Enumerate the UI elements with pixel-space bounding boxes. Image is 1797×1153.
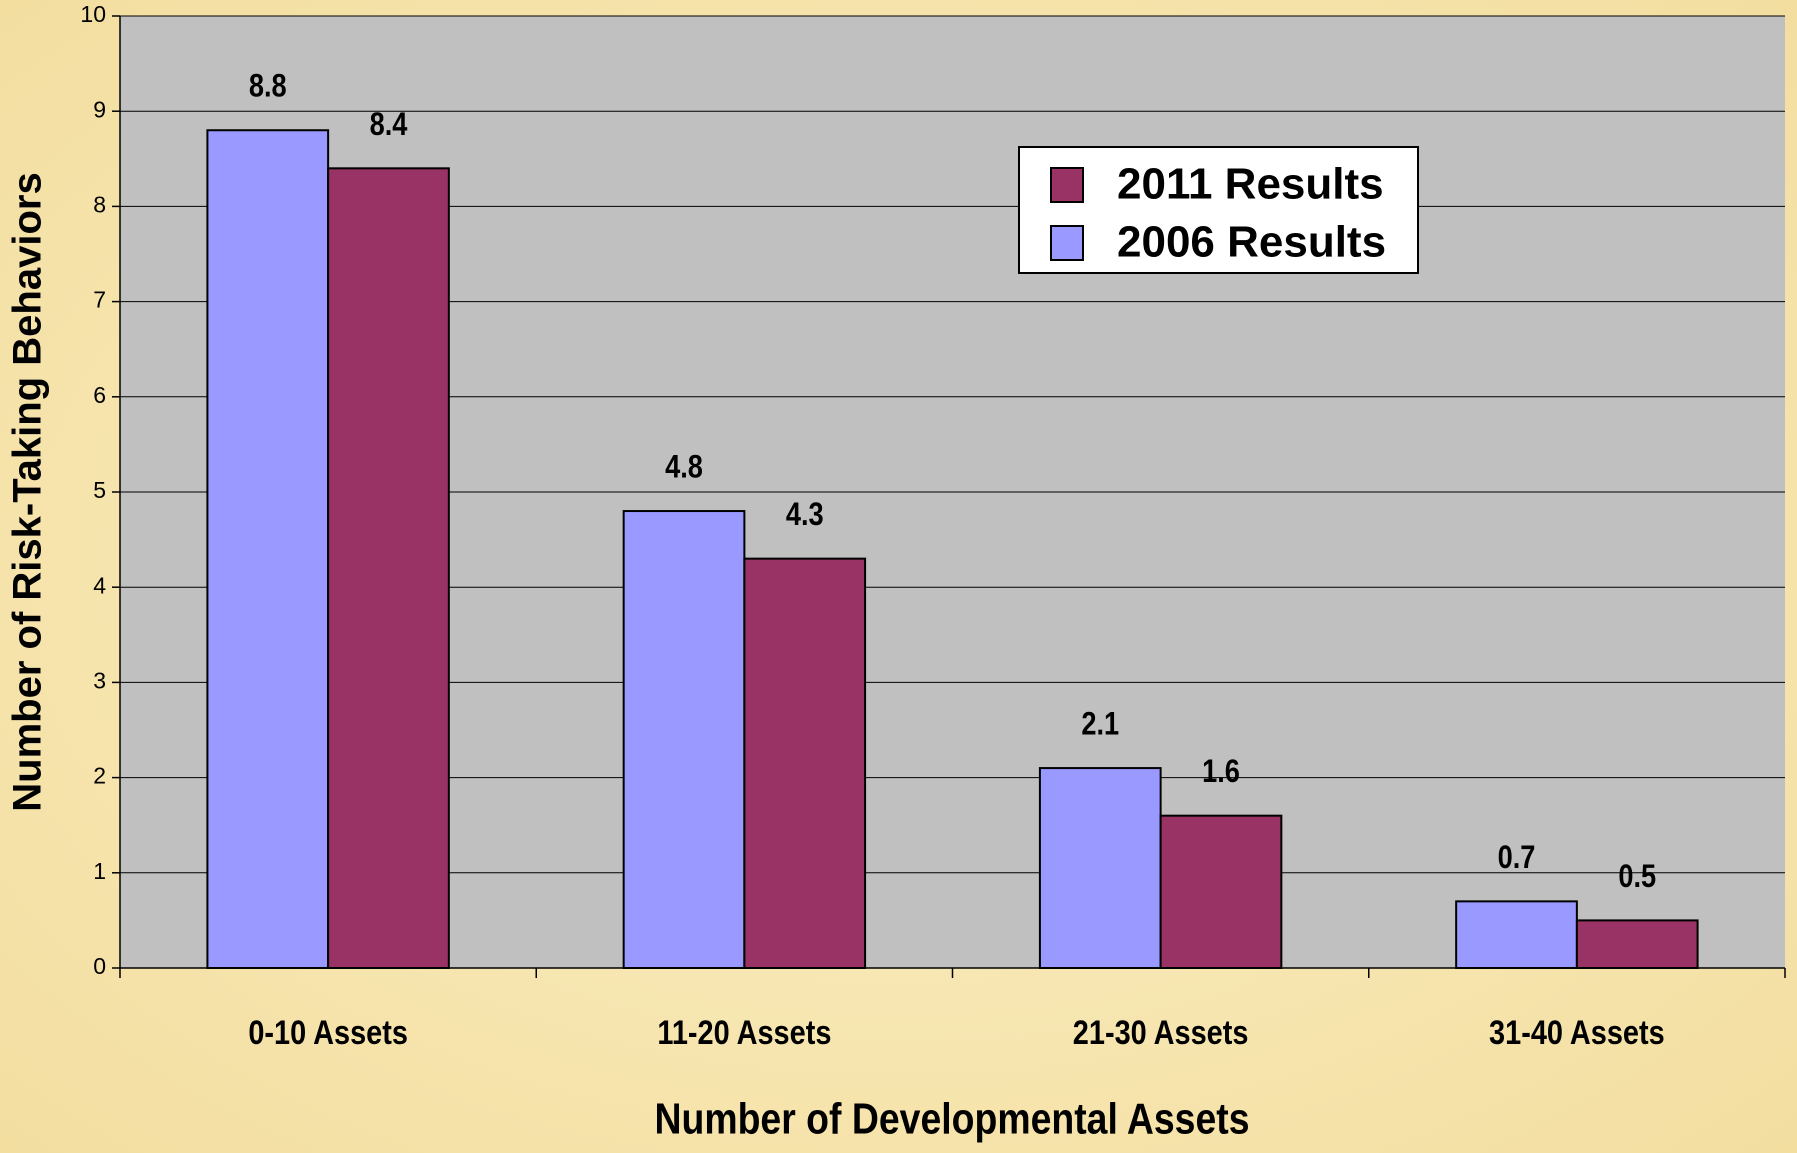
value-label: 2.1 (1081, 707, 1119, 743)
bar (1159, 814, 1283, 969)
value-label: 4.3 (786, 497, 824, 533)
value-label: 1.6 (1202, 754, 1240, 790)
x-tick-label: 0-10 Assets (248, 1013, 408, 1052)
y-tick-label: 0 (93, 953, 106, 979)
y-tick-label: 7 (93, 287, 106, 313)
y-tick-label: 2 (93, 763, 106, 789)
bar (1575, 919, 1699, 970)
bar (1455, 900, 1578, 969)
bar (743, 557, 867, 969)
bar (327, 167, 450, 969)
y-axis-title: Number of Risk-Taking Behaviors (6, 172, 50, 811)
bar (622, 510, 746, 969)
x-axis-title: Number of Developmental Assets (654, 1094, 1249, 1144)
value-label: 4.8 (665, 449, 703, 485)
y-tick-label: 10 (80, 1, 106, 27)
x-tick-label: 11-20 Assets (657, 1013, 831, 1052)
y-tick-label: 6 (93, 382, 106, 408)
legend-label: 2006 Results (1117, 218, 1386, 267)
x-tick-label: 31-40 Assets (1489, 1013, 1665, 1052)
value-label: 0.5 (1618, 859, 1656, 895)
bar (1038, 767, 1162, 970)
y-tick-label: 8 (93, 191, 106, 217)
legend-label: 2011 Results (1117, 160, 1384, 209)
value-label: 8.4 (370, 107, 408, 143)
legend-box (1018, 146, 1419, 274)
legend-swatch (1050, 167, 1084, 203)
y-tick-label: 5 (93, 477, 106, 503)
y-tick-label: 9 (93, 96, 106, 122)
y-tick-label: 1 (93, 858, 106, 884)
value-label: 8.8 (249, 69, 287, 105)
y-tick-label: 4 (93, 572, 106, 598)
y-tick-label: 3 (93, 667, 106, 693)
bar (206, 129, 330, 970)
legend-swatch (1050, 225, 1084, 261)
value-label: 0.7 (1498, 840, 1536, 876)
x-tick-label: 21-30 Assets (1073, 1013, 1249, 1052)
